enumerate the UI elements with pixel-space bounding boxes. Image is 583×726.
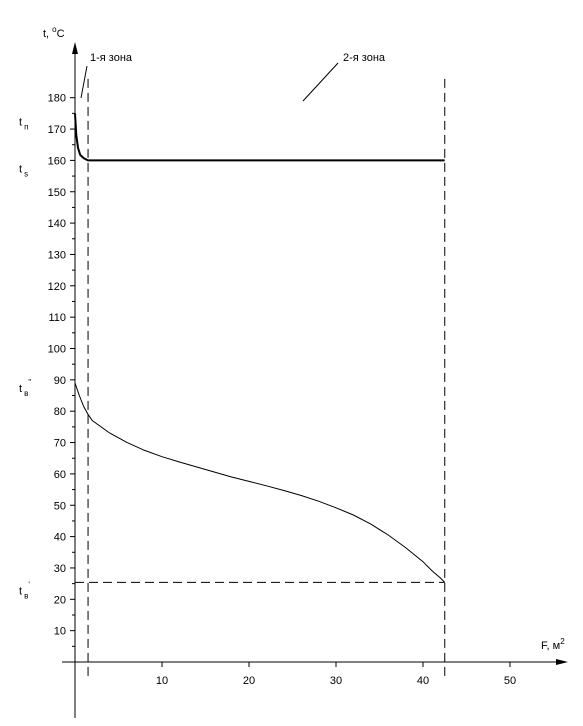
y-tick-label: 40 (54, 532, 66, 544)
zone-2-pointer (302, 62, 339, 102)
y-tick-label: 100 (48, 344, 66, 356)
labels: t, oC F, м2 1-я зона 2-я зона (43, 25, 565, 652)
zone-boundaries (75, 78, 446, 681)
zone-2-label: 2-я зона (343, 52, 386, 64)
y-axis-arrow (72, 42, 78, 54)
y-tick-label: 150 (48, 187, 66, 199)
y-tick-label: 90 (54, 375, 66, 387)
series (74, 113, 446, 583)
x-axis-label: F, м2 (541, 637, 565, 652)
y-tick-label: 60 (54, 469, 66, 481)
y-tick-label: 160 (48, 155, 66, 167)
x-tick-label: 10 (156, 675, 168, 687)
x-tick-label: 30 (330, 675, 342, 687)
y-tick-label: 140 (48, 218, 66, 230)
ticks: 10 20 30 40 50 10 20 30 40 50 60 70 80 90 100 110 120 130… (48, 93, 516, 687)
y-marker-label: t в' (19, 580, 30, 600)
steam-temperature-line (74, 113, 445, 162)
x-tick-label: 50 (504, 675, 516, 687)
y-markers: t п t s t в" t в' (19, 116, 31, 600)
water-temperature-line (74, 382, 446, 583)
x-tick-label: 20 (243, 675, 255, 687)
zone-1-label: 1-я зона (90, 52, 133, 64)
y-tick-label: 70 (54, 438, 66, 450)
y-tick-label: 50 (54, 500, 66, 512)
y-tick-label: 80 (54, 406, 66, 418)
y-tick-label: 170 (48, 124, 66, 136)
x-axis-arrow (556, 659, 568, 665)
y-axis-label: t, oC (43, 25, 65, 40)
axes (62, 42, 568, 718)
y-tick-label: 180 (48, 93, 66, 105)
y-marker-label: t в" (19, 378, 31, 398)
x-tick-label: 40 (417, 675, 429, 687)
y-tick-label: 30 (54, 563, 66, 575)
y-tick-label: 20 (54, 594, 66, 606)
zone-1-pointer (80, 65, 88, 99)
y-tick-label: 130 (48, 249, 66, 261)
y-tick-label: 110 (48, 312, 66, 324)
y-tick-label: 120 (48, 281, 66, 293)
y-tick-label: 10 (54, 626, 66, 638)
